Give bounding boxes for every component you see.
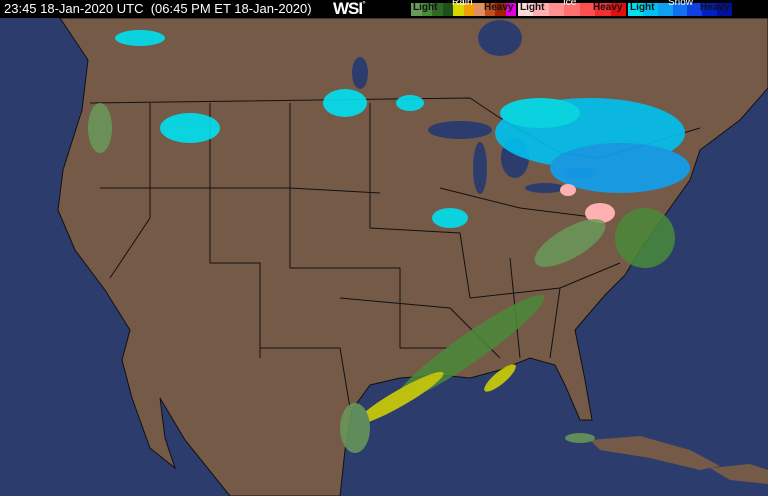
header-bar: 23:45 18-Jan-2020 UTC (06:45 PM ET 18-Ja… — [0, 0, 768, 18]
legend-ice-swatch-3 — [564, 3, 580, 16]
land-hispaniola — [710, 464, 768, 484]
precip-rain — [88, 103, 675, 453]
legend-snow-swatch-2 — [657, 3, 673, 16]
legend-rain-light: Light — [413, 2, 438, 13]
wsi-logo: WSI° — [333, 0, 366, 18]
legend-snow — [628, 3, 733, 16]
legend-rain-swatch-0 — [411, 3, 422, 16]
legend-snow-swatch-5 — [702, 3, 718, 16]
legend-rain-swatch-2 — [432, 3, 443, 16]
legend-rain — [411, 3, 516, 16]
legend-rain-swatch-5 — [463, 3, 474, 16]
legend-snow-swatch-1 — [642, 3, 658, 16]
legend-ice-swatch-1 — [533, 3, 549, 16]
legend-rain-swatch-8 — [495, 3, 506, 16]
legend-ice-swatch-5 — [595, 3, 611, 16]
legend-snow-swatch-4 — [687, 3, 703, 16]
legend-snow-swatch-3 — [672, 3, 688, 16]
legend-rain-swatch-4 — [453, 3, 464, 16]
legend-ice-swatch-6 — [610, 3, 626, 16]
legend-ice-title: Ice — [563, 0, 577, 8]
legend-ice-light: Light — [520, 2, 545, 13]
legend-rain-swatch-1 — [421, 3, 432, 16]
map-canvas — [57, 18, 768, 496]
legend-snow-swatch-0 — [628, 3, 643, 16]
legend-rain-swatch-3 — [442, 3, 453, 16]
precip-ice — [560, 184, 615, 223]
legend-rain-swatch-9 — [505, 3, 516, 16]
legend-ice — [518, 3, 626, 16]
legend-rain-swatch-6 — [474, 3, 485, 16]
legend-snow-light: Light — [630, 2, 655, 13]
legend-ice-swatch-2 — [548, 3, 565, 16]
legend-snow-title: Snow — [668, 0, 694, 8]
precip-snow — [115, 30, 690, 228]
legend-ice-swatch-0 — [518, 3, 534, 16]
legend-rain-swatch-7 — [484, 3, 495, 16]
legend-snow-swatch-6 — [717, 3, 733, 16]
timestamp: 23:45 18-Jan-2020 UTC (06:45 PM ET 18-Ja… — [4, 1, 312, 16]
great-lakes — [352, 20, 596, 194]
land-cuba — [590, 436, 720, 470]
legend-ice-swatch-4 — [579, 3, 596, 16]
legend-rain-title: Rain — [452, 0, 473, 8]
legend-ice-heavy: Heavy — [593, 2, 623, 13]
legend-snow-heavy: Heavy — [700, 2, 730, 13]
legend-rain-heavy: Heavy — [484, 2, 514, 13]
